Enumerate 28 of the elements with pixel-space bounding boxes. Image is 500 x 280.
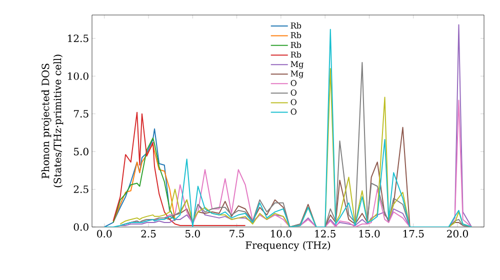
y-tick-label: 5.0 [74,148,88,156]
x-tick-label: 10.0 [271,230,292,238]
legend-label: Mg [290,70,304,78]
y-tick-label: 7.5 [74,110,88,118]
x-tick-label: 7.5 [230,230,244,238]
line-series [104,128,170,227]
x-tick-label: 2.5 [141,230,156,238]
x-axis-title: Frequency (THz) [246,241,330,251]
legend-label: O [290,99,296,106]
x-tick-label: 12.5 [315,230,336,238]
y-tick-label: 10.0 [68,72,88,80]
y-tick-label: 0.0 [74,223,88,231]
legend-label: O [290,80,296,86]
legend-label: Rb [290,22,302,29]
y-tick-label: 2.5 [74,185,88,194]
legend-label: O [290,90,296,96]
x-tick-label: 0.0 [97,230,112,238]
legend-label: Mg [290,61,304,69]
x-tick-label: 5.0 [186,230,200,238]
legend-label: Rb [290,42,302,48]
x-tick-label: 20.0 [447,230,468,238]
x-tick-label: 15.0 [359,230,380,238]
legend-label: Rb [290,51,302,58]
legend-label: Rb [290,32,302,38]
legend-label: O [290,108,296,115]
y-axis-title: Phonon projected DOS (States/THz·primitive cell) [41,54,64,188]
y-tick-label: 12.5 [68,34,88,42]
x-tick-label: 17.5 [403,230,424,238]
